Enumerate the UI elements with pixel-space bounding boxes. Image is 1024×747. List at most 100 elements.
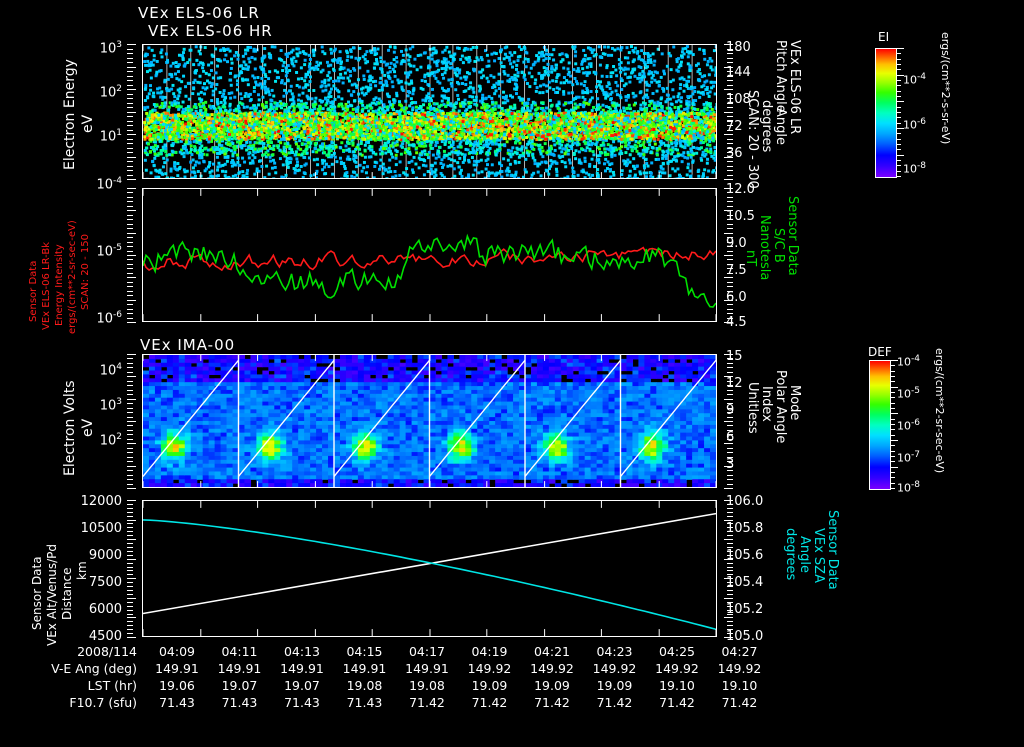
axis-tick [727, 358, 733, 359]
panel2-right-caption-2-text: Nanotesla [757, 215, 772, 280]
axis-tick [127, 277, 136, 278]
axis-tick [127, 421, 136, 422]
axis-tick [127, 206, 133, 207]
axis-tick [127, 594, 133, 595]
axis-tick [890, 424, 895, 425]
axis-tick [727, 148, 733, 149]
panel4-ytick-3-text: 7500 [89, 575, 122, 590]
axis-tick [127, 633, 133, 634]
axis-tick [724, 233, 733, 234]
bottom-table-cell-0-8: 04:25 [646, 644, 708, 659]
axis-tick [727, 62, 733, 63]
axis-tick [890, 392, 895, 393]
axis-tick [127, 430, 133, 431]
axis-tick [727, 107, 733, 108]
axis-tick [727, 574, 733, 575]
panel4-plot-area[interactable] [142, 500, 717, 637]
axis-tick [724, 255, 733, 256]
panel2-plot-area[interactable] [142, 188, 717, 322]
axis-tick [127, 318, 133, 319]
panel2-left-caption-2: Energy Intensity [54, 244, 65, 326]
colorbar-def-tick-2-mant: 10 [897, 420, 911, 433]
axis-tick [127, 637, 136, 638]
colorbar-def-tick-0-exp: -4 [911, 354, 920, 364]
panel1-ytick-1-mant: 10 [100, 85, 117, 100]
axis-tick [724, 300, 733, 301]
axis-tick [896, 139, 901, 140]
colorbar-def-tick-1-exp: -5 [911, 386, 920, 396]
axis-tick [724, 112, 733, 113]
axis-tick [727, 381, 733, 382]
axis-tick [127, 210, 136, 211]
axis-tick [127, 53, 133, 54]
axis-tick [127, 259, 133, 260]
panel4-right-caption-2-text: Angle [797, 536, 812, 573]
axis-tick [724, 322, 733, 323]
axis-tick [890, 413, 898, 414]
axis-tick [727, 228, 733, 229]
axis-tick [896, 123, 901, 124]
panel1-title-lr: VEx ELS-06 LR [138, 4, 260, 22]
axis-tick [727, 98, 733, 99]
axis-tick [890, 360, 898, 361]
axis-tick [724, 617, 733, 618]
axis-tick [727, 295, 733, 296]
panel3-right-caption-2-text: Index [759, 386, 774, 422]
axis-tick [127, 192, 133, 193]
panel2-left-caption-0: Sensor Data [28, 261, 39, 322]
axis-tick [127, 62, 133, 63]
panel2-ytick2-4: 6.0 [726, 290, 747, 305]
axis-tick [127, 512, 133, 513]
axis-tick [127, 143, 133, 144]
axis-tick [127, 175, 133, 176]
panel3-right-caption-1: Polar Angle [773, 370, 788, 443]
panel4-ytick-1-text: 10500 [81, 521, 122, 536]
axis-tick [127, 85, 133, 86]
axis-tick [127, 358, 133, 359]
axis-tick [890, 376, 895, 377]
panel4-left-caption-1-text: VEx Alt/Venus/Pd [45, 544, 59, 646]
axis-tick [724, 188, 733, 189]
axis-tick [727, 470, 733, 471]
axis-tick [724, 399, 733, 400]
axis-tick [896, 144, 901, 145]
panel3-plot-area[interactable] [142, 354, 717, 488]
bottom-table-cell-0-2: 04:13 [271, 644, 333, 659]
bottom-table-cell-2-6: 19.09 [521, 678, 583, 693]
panel3-left-caption: Electron Volts [62, 380, 78, 476]
panel4-left-caption-1: VEx Alt/Venus/Pd [45, 544, 59, 646]
colorbar-ei-tick-2-mant: 10 [903, 163, 917, 176]
axis-tick [724, 210, 733, 211]
axis-tick [724, 376, 733, 377]
panel3-right-caption-1-text: Polar Angle [773, 370, 788, 443]
colorbar-ei-tick-2-exp: -8 [917, 161, 926, 171]
bottom-table-cell-2-8: 19.10 [646, 678, 708, 693]
panel1-right-caption-0-text: Pitch Angle [773, 40, 788, 113]
panel1-plot-area[interactable] [142, 44, 717, 179]
panel2-ytick2-4-text: 6.0 [726, 290, 747, 305]
axis-tick [127, 237, 133, 238]
axis-tick [727, 291, 733, 292]
axis-tick [127, 582, 133, 583]
axis-tick [724, 89, 733, 90]
panel2-ytick-1-mant: 10 [96, 244, 113, 259]
axis-tick [727, 621, 733, 622]
colorbar-ei [875, 48, 897, 178]
axis-tick [727, 246, 733, 247]
axis-tick [127, 44, 136, 45]
axis-tick [724, 443, 733, 444]
axis-tick [727, 372, 733, 373]
axis-tick [127, 157, 136, 158]
panel4-ytick-2-text: 9000 [89, 548, 122, 563]
axis-tick [890, 408, 895, 409]
panel4-left-caption-0-text: Sensor Data [30, 556, 44, 630]
axis-tick [724, 637, 733, 638]
bottom-table-cell-0-3: 04:15 [334, 644, 396, 659]
axis-tick [727, 547, 733, 548]
colorbar-def-tick-2-exp: -6 [911, 418, 920, 428]
axis-tick [890, 440, 898, 441]
axis-tick [127, 617, 136, 618]
axis-tick [127, 251, 133, 252]
axis-tick [127, 598, 136, 599]
axis-tick [127, 610, 133, 611]
